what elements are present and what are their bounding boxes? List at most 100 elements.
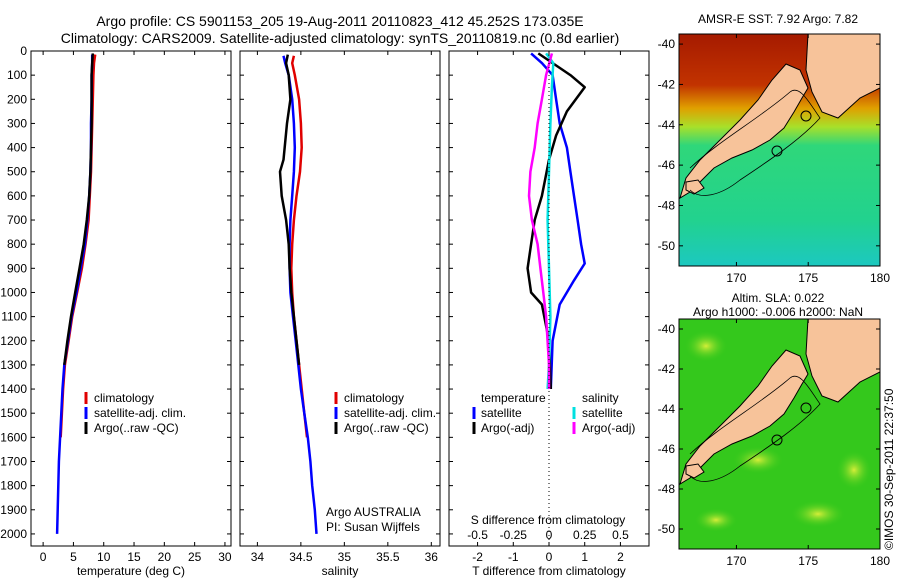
y-tick-label: 900 [7,261,27,275]
series-line [527,53,554,389]
legend-label-sal-satellite: satellite [582,406,623,420]
x-tick-label: 0 [546,550,553,564]
figure-title-line2: Climatology: CARS2009. Satellite-adjuste… [61,30,619,46]
x-tick-label: -1 [508,550,519,564]
difference-legend-salinity: salinity satellite Argo(-adj) [572,391,635,435]
y-tick-label: 1600 [0,430,27,444]
series-line [530,52,586,390]
legend-label-argo: Argo(..raw -QC) [94,421,179,435]
series-line [63,53,95,366]
x-tick-label: 20 [158,550,172,564]
y-tick-label: 100 [7,68,27,82]
sla-isobath [689,375,821,482]
sla-anomaly-blob [732,446,784,474]
x-tick-label: 34 [251,550,265,564]
series-line [59,54,97,438]
y-tick-label: 200 [7,92,27,106]
map-x-tick-label: 175 [798,554,818,568]
salinity-panel: 34 34.5 35 35.5 36 [240,50,440,564]
salinity-panel-frame [239,50,441,547]
sst-map-frame [678,33,881,267]
top-tick-label: 0 [546,528,553,542]
y-tick-label: 600 [7,189,27,203]
difference-panel: -2 -1 0 1 2 -0.5 -0.25 0 0.25 0.5 [449,50,649,564]
argo-program-label: Argo AUSTRALIA [326,505,421,519]
temperature-difference-axis-label: T difference from climatology [472,564,626,578]
y-tick-label: 1400 [0,382,27,396]
sla-island-marker [800,402,812,414]
x-tick-label: 1 [581,550,588,564]
legend-label-temp-argo: Argo(-adj) [481,421,534,435]
map-y-tick-label: -42 [658,362,676,376]
x-tick-label: 10 [97,550,111,564]
salinity-difference-axis-label: S difference from climatology [471,513,626,527]
legend-label-argo: Argo(..raw -QC) [344,421,429,435]
map-x-tick-label: 180 [870,271,890,285]
sla-argo-location-marker [771,434,783,446]
sst-island-marker [800,110,812,122]
x-tick-label: 35.5 [376,550,400,564]
sst-map [679,34,880,266]
top-tick-label: 0.25 [573,528,597,542]
imos-credit: ©IMOS 30-Sep-2011 22:37:50 [882,388,896,550]
map-y-tick-label: -42 [658,77,676,91]
y-tick-label: 1900 [0,503,27,517]
sst-south-island-land [679,63,809,200]
y-tick-label: 2000 [0,527,27,541]
sla-north-island-land [805,319,880,403]
map-y-tick-label: -50 [658,239,676,253]
series-line [278,54,301,366]
x-tick-label: 15 [127,550,141,564]
map-x-tick-label: 170 [726,271,746,285]
series-line [545,52,555,390]
x-tick-label: 30 [218,550,232,564]
y-tick-label: 1200 [0,334,27,348]
salinity-legend: climatology satellite-adj. clim. Argo(..… [334,391,436,435]
sla-anomaly-blob [694,508,738,532]
x-tick-label: 25 [188,550,202,564]
map-y-tick-label: -48 [658,198,676,212]
sst-map-axes: -40 -42 -44 -46 -48 -50 170 175 180 [658,34,890,285]
y-tick-label: 1100 [1,310,27,324]
legend-label-climatology: climatology [344,391,404,405]
figure-title-line1: Argo profile: CS 5901153_205 19-Aug-2011… [96,13,583,29]
sla-stewart-island-land [685,463,705,479]
top-tick-label: -0.5 [467,528,488,542]
map-y-tick-label: -50 [658,522,676,536]
legend-label-satellite: satellite-adj. clim. [344,406,436,420]
sla-map [679,319,880,549]
x-tick-label: -2 [472,550,483,564]
x-tick-label: 5 [70,550,77,564]
y-tick-label: 500 [7,165,27,179]
top-tick-label: -0.25 [500,528,528,542]
legend-label-sal-argo: Argo(-adj) [582,421,635,435]
y-tick-label: 1500 [0,406,27,420]
y-tick-label: 800 [7,237,27,251]
legend-title-salinity: salinity [582,391,619,405]
map-x-tick-label: 175 [798,271,818,285]
x-tick-label: 36 [425,550,439,564]
sla-map-axes: -40 -42 -44 -46 -48 -50 170 175 180 [658,319,890,568]
y-tick-label: 1700 [0,454,27,468]
sla-map-frame [678,318,881,550]
sst-argo-location-marker [771,145,783,157]
x-tick-label: 2 [617,550,624,564]
temperature-panel-frame [30,50,232,547]
map-y-tick-label: -40 [658,37,676,51]
legend-label-climatology: climatology [94,391,154,405]
temperature-legend: climatology satellite-adj. clim. Argo(..… [84,391,186,435]
map-y-tick-label: -44 [658,118,676,132]
map-x-tick-label: 170 [726,554,746,568]
sla-anomaly-blob [790,500,846,528]
y-tick-label: 400 [7,141,27,155]
map-y-tick-label: -46 [658,158,676,172]
x-tick-label: 34.5 [289,550,313,564]
x-tick-label: 35 [338,550,352,564]
y-tick-label: 0 [20,44,27,58]
sla-anomaly-blob [684,330,728,362]
temperature-panel: 0100200300400500600700800900100011001200… [0,44,232,564]
y-tick-label: 700 [7,213,27,227]
temperature-axis-label: temperature (deg C) [77,564,185,578]
sla-map-title-line1: Altim. SLA: 0.022 [732,291,825,305]
